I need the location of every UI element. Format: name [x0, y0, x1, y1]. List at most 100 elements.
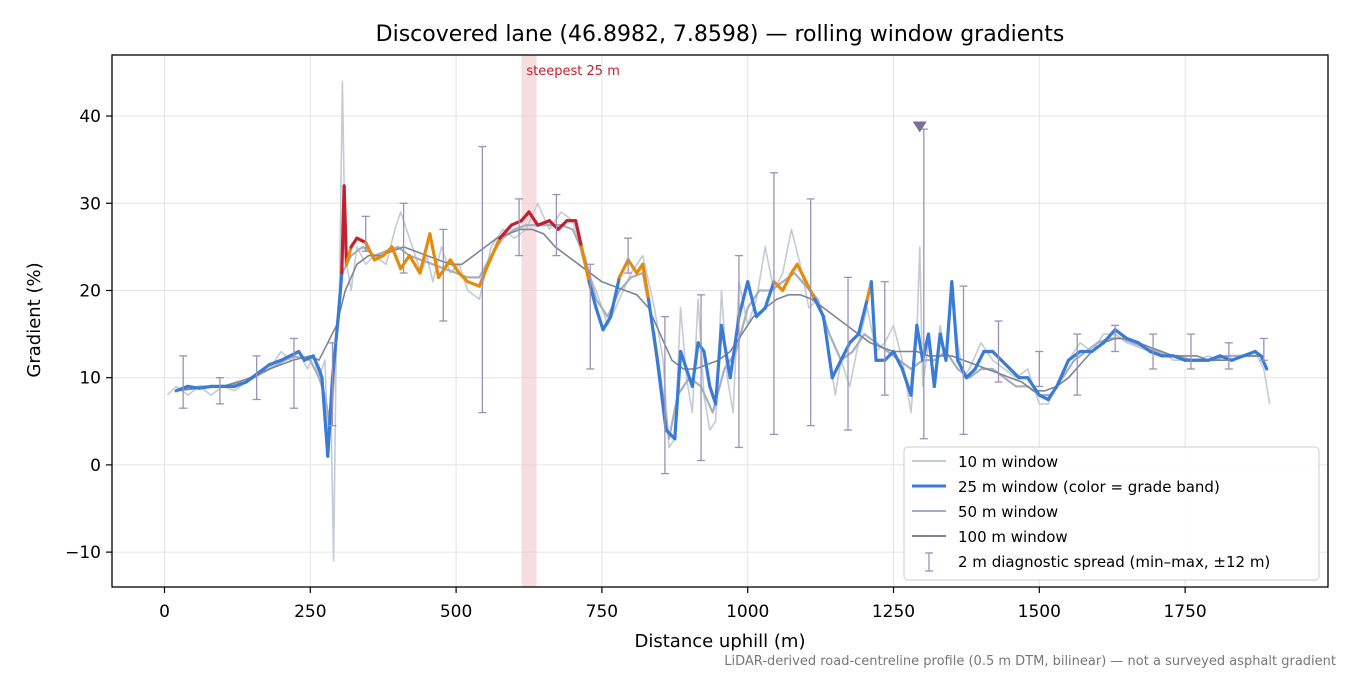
series-segment-25m	[519, 210, 531, 223]
errorbar	[959, 285, 968, 436]
series-segment-25m	[574, 219, 584, 249]
series-segment-25m	[448, 258, 461, 275]
plot-frame	[111, 54, 1329, 588]
series-segment-25m	[973, 349, 986, 371]
series-segment-25m	[174, 384, 190, 393]
axis-ticks: 0 250 500 750 1000 1250 1500 1750 −10 0 10 20 30 40	[65, 107, 1207, 622]
series-segment-25m	[186, 384, 202, 390]
series-segment-25m	[326, 376, 335, 458]
x-tick-label: 1500	[1018, 602, 1061, 622]
errorbar	[478, 145, 487, 414]
series-segment-25m	[964, 367, 977, 380]
series-segment-25m	[1046, 384, 1059, 402]
x-tick-label: 250	[294, 602, 326, 622]
series-segment-25m	[673, 349, 683, 441]
series-segment-25m	[1090, 341, 1106, 354]
x-tick-label: 0	[159, 602, 170, 622]
x-tick-label: 750	[586, 602, 618, 622]
errorbar	[1259, 337, 1268, 361]
legend-label-100m: 100 m window	[958, 528, 1068, 546]
errorbar	[328, 342, 337, 427]
legend-label-spread: 2 m diagnostic spread (min–max, ±12 m)	[958, 553, 1270, 571]
series-segment-25m	[536, 219, 552, 227]
series-segment-25m	[527, 210, 540, 227]
errorbar	[624, 237, 633, 274]
diagnostic-errorbars	[179, 128, 1268, 475]
series-segment-25m	[719, 323, 732, 380]
series-segment-25m	[197, 384, 213, 390]
series-segment-25m	[1148, 349, 1164, 358]
y-tick-label: 30	[79, 194, 101, 214]
errorbar	[289, 337, 298, 409]
errorbar	[399, 202, 408, 274]
series-segment-25m	[856, 297, 869, 336]
series-segment-25m	[311, 354, 321, 371]
series-segment-25m	[232, 380, 248, 389]
errorbar	[1149, 333, 1158, 370]
series-segment-25m	[486, 236, 502, 266]
x-axis-label: Distance uphill (m)	[635, 631, 806, 652]
errorbar	[844, 276, 853, 431]
legend-label-10m: 10 m window	[958, 453, 1058, 471]
errorbar	[1111, 324, 1120, 353]
steepest-highlight-label: steepest 25 m	[526, 64, 619, 79]
series-segment-25m	[498, 223, 514, 240]
series-segment-25m	[999, 358, 1012, 371]
series-segment-25m	[702, 349, 712, 389]
series-segment-25m	[320, 376, 330, 458]
series-segment-25m	[1055, 358, 1071, 389]
series-segment-25m	[381, 245, 394, 258]
errorbar	[552, 193, 561, 257]
x-tick-label: 1250	[872, 602, 915, 622]
y-tick-label: 0	[90, 456, 101, 476]
x-tick-label: 1750	[1163, 602, 1206, 622]
errorbar	[361, 215, 370, 252]
series-segment-25m	[821, 315, 834, 380]
series-segment-25m	[1026, 376, 1041, 397]
series-segment-25m	[772, 280, 785, 293]
series-segment-25m	[466, 280, 482, 288]
series-segment-25m	[579, 245, 591, 284]
series-segment-25m	[763, 280, 776, 310]
series-segment-25m	[646, 297, 659, 362]
series-segment-25m	[869, 280, 878, 362]
series-segment-25m	[428, 232, 441, 279]
series-segment-25m	[1066, 349, 1082, 362]
errorbar	[586, 263, 595, 370]
series-segment-25m	[781, 271, 794, 293]
series-segment-25m	[746, 280, 759, 319]
y-tick-label: −10	[65, 543, 101, 563]
errorbar	[1073, 333, 1082, 396]
x-tick-label: 1000	[726, 602, 769, 622]
series-segment-25m	[900, 367, 913, 397]
series-segment-25m	[1125, 336, 1141, 345]
errorbar	[1035, 350, 1044, 388]
series-segment-25m	[1241, 349, 1257, 358]
series-segment-25m	[728, 315, 741, 380]
legend: 10 m window 25 m window (color = grade b…	[903, 446, 1320, 581]
series-lines	[166, 80, 1271, 562]
series-segment-25m	[418, 232, 432, 275]
series-line-50m	[175, 224, 1261, 440]
y-axis-label: Gradient (%)	[24, 262, 45, 377]
series-segment-25m	[457, 271, 470, 284]
series-segment-25m	[737, 280, 750, 319]
series-segment-25m	[364, 240, 377, 262]
series-segment-25m	[372, 253, 385, 262]
steepest-highlight-band	[521, 55, 537, 587]
series-segment-25m	[915, 323, 925, 362]
series-segment-25m	[679, 349, 689, 371]
series-segment-25m	[336, 271, 344, 319]
series-segment-25m	[297, 349, 307, 362]
footnote: LiDAR-derived road-centreline profile (0…	[724, 654, 1336, 669]
errorbar	[769, 172, 778, 436]
errorbar	[806, 198, 815, 427]
series-segment-25m	[944, 280, 954, 362]
series-segment-25m	[244, 371, 260, 384]
errorbar	[179, 355, 188, 409]
series-segment-25m	[795, 262, 808, 284]
series-segment-25m	[330, 315, 340, 380]
peak-marker-triangle	[912, 121, 927, 133]
series-segment-25m	[830, 358, 843, 380]
series-segment-25m	[407, 253, 422, 275]
